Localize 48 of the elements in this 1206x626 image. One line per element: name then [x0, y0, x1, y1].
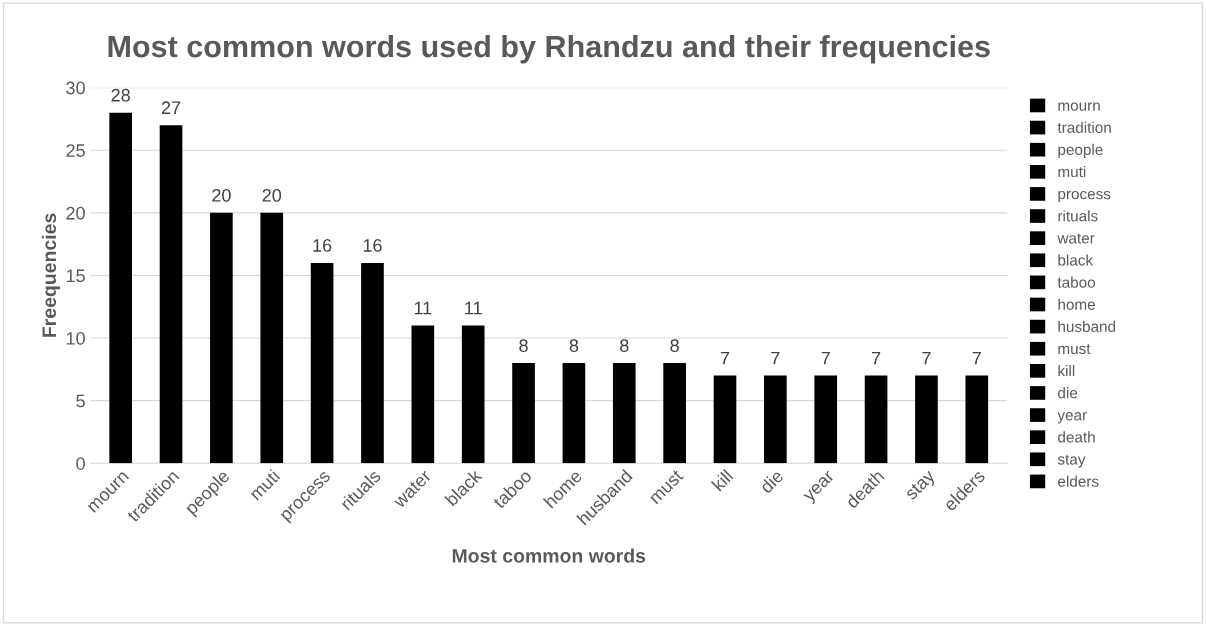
legend-label: tradition: [1057, 121, 1111, 133]
data-label: 7: [821, 351, 830, 365]
legend-label: mourn: [1058, 102, 1100, 111]
legend-label: year: [1057, 412, 1087, 424]
data-label: 8: [519, 339, 528, 352]
data-label: 7: [771, 351, 780, 365]
data-label: 7: [871, 351, 881, 365]
data-label: 16: [363, 239, 382, 252]
y-axis-title: Freequencies: [41, 213, 60, 337]
legend-label: death: [1058, 431, 1095, 443]
x-tick-label: die: [758, 468, 785, 494]
chart-title: Most common words used by Rhandzu and their frequencies: [108, 34, 990, 64]
data-label: 7: [922, 351, 931, 365]
legend-label: process: [1058, 190, 1111, 203]
legend-label: muti: [1058, 165, 1086, 178]
data-label: 20: [262, 188, 282, 202]
x-tick-label: kill: [710, 468, 734, 492]
data-label: 8: [670, 339, 679, 352]
legend-label: rituals: [1058, 210, 1098, 222]
data-label: 20: [212, 188, 231, 202]
legend-label: water: [1057, 233, 1095, 244]
data-label: 7: [972, 351, 981, 365]
data-label: 27: [161, 101, 181, 114]
y-tick-label: 30: [66, 81, 85, 95]
legend-label: people: [1058, 143, 1103, 159]
legend-label: kill: [1058, 365, 1075, 377]
data-label: 8: [620, 339, 629, 352]
y-tick-label: 20: [66, 206, 85, 220]
y-tick-label: 25: [66, 144, 85, 157]
data-label: 11: [465, 301, 482, 315]
legend-label: husband: [1058, 320, 1116, 332]
data-label: 16: [313, 239, 332, 252]
y-tick-label: 0: [76, 457, 85, 470]
legend-label: die: [1058, 387, 1078, 399]
legend-label: black: [1058, 254, 1094, 266]
legend-label: taboo: [1057, 276, 1096, 288]
data-label: 8: [569, 339, 579, 352]
legend-label: home: [1058, 298, 1095, 310]
data-label: 7: [720, 351, 730, 365]
x-tick-label: stay: [904, 469, 939, 504]
y-tick-label: 15: [66, 269, 85, 283]
x-axis-title: Most common words: [452, 548, 646, 563]
legend-label: stay: [1057, 454, 1086, 468]
data-label: 11: [414, 301, 432, 315]
data-label: 28: [111, 88, 130, 102]
y-tick-label: 10: [66, 331, 85, 345]
y-tick-label: 5: [76, 394, 85, 408]
legend-label: must: [1058, 344, 1091, 355]
